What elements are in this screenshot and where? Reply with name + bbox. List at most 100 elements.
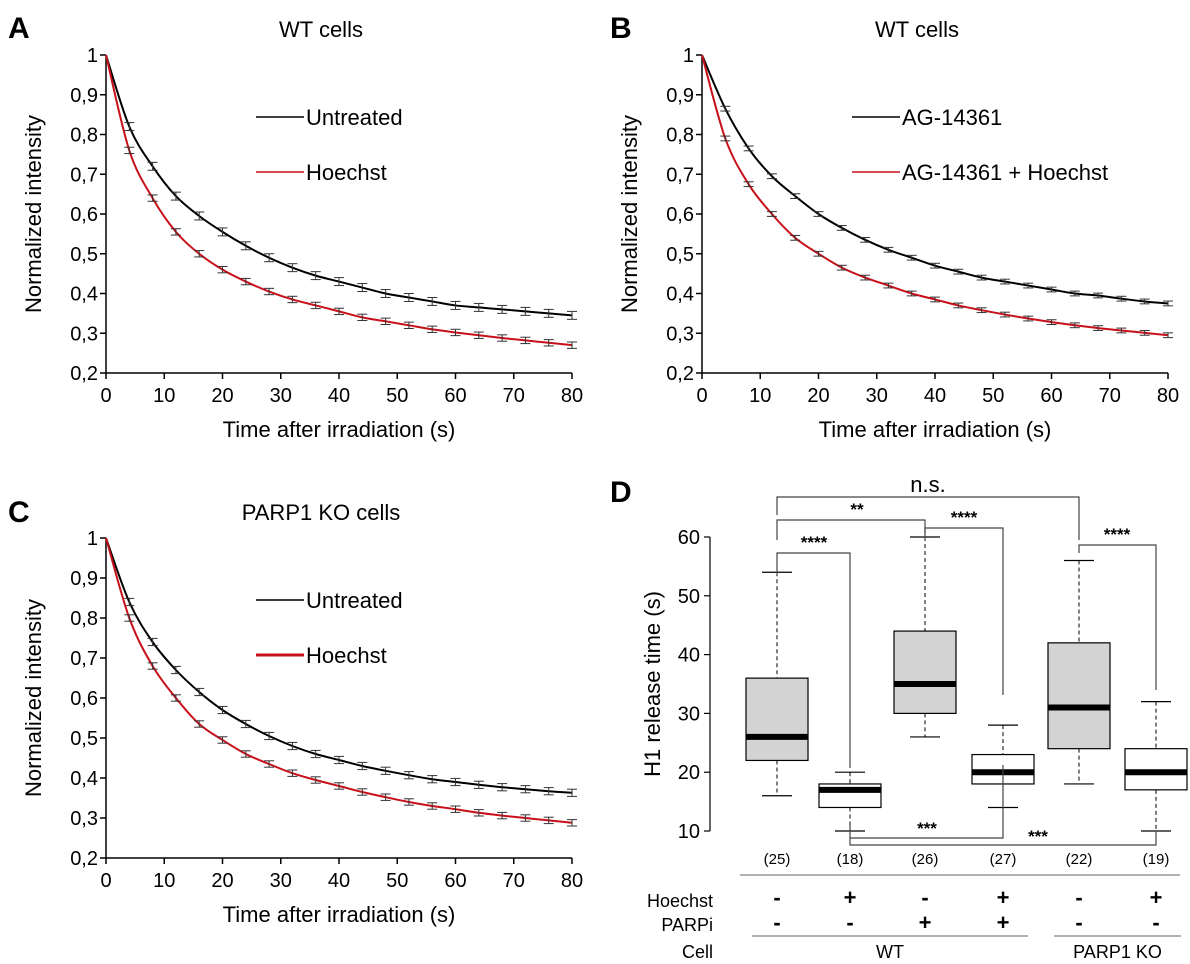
panel-c-series-0-errorbar: [520, 785, 531, 794]
panel-d-box-5-hoechst-mark: -: [1075, 885, 1082, 910]
panel-b-series-0-errorbar: [883, 246, 894, 253]
panel-a-series-1-errorbar: [124, 146, 135, 155]
panel-a-y-tick-label: 0,3: [70, 323, 98, 345]
panel-d-sig-6-label: ***: [917, 819, 937, 838]
panel-a-x-tick-label: 70: [503, 385, 525, 407]
panel-a-series-1-errorbar: [497, 334, 508, 342]
panel-c-series-1-errorbar: [147, 662, 158, 670]
panel-c-series-0-errorbar: [380, 766, 391, 775]
panel-a-series-0-errorbar: [287, 263, 298, 273]
panel-b-series-1-errorbar: [813, 250, 824, 257]
panel-c-x-tick-label: 0: [100, 870, 111, 892]
panel-a-series-1-errorbar: [450, 328, 461, 337]
panel-a-series-1-errorbar: [240, 277, 251, 286]
panel-d-sig-1-bracket: [776, 496, 1080, 540]
panel-b-series-1-errorbar: [743, 181, 754, 188]
panel-a-series-0-errorbar: [567, 310, 577, 320]
panel-b-y-tick-label: 0,2: [666, 363, 694, 385]
panel-a-x-tick-label: 0: [100, 385, 111, 407]
panel-a-series-0-errorbar: [380, 289, 391, 298]
panel-b-series-1-errorbar: [976, 307, 987, 314]
panel-b-y-tick-label: 0,8: [666, 125, 694, 147]
panel-a-series-0-errorbar: [124, 122, 135, 132]
panel-c-series-0-errorbar: [567, 788, 577, 797]
panel-c-series-1-errorbar: [520, 814, 531, 822]
panel-a-x-tick-label: 30: [270, 385, 292, 407]
panel-b-series-1-errorbar: [836, 264, 847, 271]
panel-b-x-tick-label: 40: [924, 385, 946, 407]
panel-b-series-1-errorbar: [1163, 332, 1173, 339]
panel-c-x-tick-label: 10: [153, 870, 175, 892]
panel-d-box-1-hoechst-mark: -: [773, 885, 780, 910]
panel-b-y-tick-label: 0,9: [666, 85, 694, 107]
panel-c-series-0-errorbar: [357, 761, 368, 771]
panel-d-sig-4-bracket: [924, 527, 1004, 695]
panel-c-x-label: Time after irradiation (s): [223, 902, 456, 927]
panel-a-series-0-errorbar: [497, 304, 508, 314]
panel-d-box-2-hoechst-mark: +: [844, 885, 857, 910]
panel-b-series-1-legend-label: AG-14361 + Hoechst: [902, 160, 1108, 185]
panel-d-sig-6-bracket: [849, 765, 1004, 839]
panel-c-series-0-errorbar: [473, 780, 484, 789]
panel-d-row-label-hoechst: Hoechst: [647, 891, 713, 911]
panel-c-series-1-errorbar: [124, 614, 135, 622]
panel-d-box-4-n-label: (27): [990, 851, 1017, 868]
panel-c-chart: PARP1 KO cells 1 0,9 0,8 0,7 0,6 0,5 0,4 0,3 0,20…: [21, 500, 583, 927]
panel-c-x-tick-label: 40: [328, 870, 350, 892]
panel-b-series-1-errorbar: [1093, 325, 1104, 331]
panel-c-x-tick-label: 60: [444, 870, 466, 892]
panel-a-series-1-errorbar: [217, 265, 228, 274]
panel-b-series-0-errorbar: [999, 278, 1010, 285]
panel-d-box-5-parpi-mark: -: [1075, 910, 1082, 935]
panel-d-box-5-iqr-rect: [1047, 642, 1111, 750]
panel-c-x-tick-label: 20: [211, 870, 233, 892]
panel-b-series-0-errorbar: [953, 268, 964, 275]
panel-c-series-1-errorbar: [427, 802, 438, 810]
panel-c-y-tick-label: 0,7: [70, 648, 98, 670]
panel-d-y-tick-label: 40: [678, 645, 700, 667]
panel-c-series-0-errorbar: [310, 749, 321, 759]
panel-c-y-tick-label: 0,2: [70, 848, 98, 870]
panel-c-series-1-errorbar: [287, 769, 298, 777]
panel-a-series-0-errorbar: [334, 277, 344, 287]
panel-b-series-0-errorbar: [1046, 286, 1057, 293]
panel-letter-c: C: [8, 496, 30, 529]
panel-d-group-label-2: PARP1 KO: [1073, 942, 1162, 962]
panel-a-series-0-errorbar: [310, 271, 321, 281]
panel-a-series-1-errorbar: [520, 336, 531, 345]
panel-a-series-0-errorbar: [450, 300, 461, 310]
panel-b-x-tick-label: 60: [1040, 385, 1062, 407]
panel-letter-d: D: [610, 476, 632, 509]
panel-d-box-5-n-label: (22): [1066, 851, 1093, 868]
panel-b-series-0-legend-label: AG-14361: [902, 105, 1002, 130]
panel-c-series-0-errorbar: [450, 777, 461, 787]
panel-b-series-0-errorbar: [1069, 290, 1080, 297]
panel-d-y-tick-label: 60: [678, 527, 700, 549]
panel-d-box-5: [1047, 559, 1111, 785]
panel-d-box-6-parpi-mark: -: [1152, 910, 1159, 935]
panel-b-y-label: Normalized intensity: [617, 115, 642, 313]
panel-a-x-label: Time after irradiation (s): [223, 417, 456, 442]
panel-a-series-0-errorbar: [170, 191, 181, 201]
panel-b-series-0-errorbar: [1139, 298, 1150, 305]
panel-d-sig-2-label: **: [850, 500, 864, 519]
panel-c-series-0-errorbar: [287, 741, 298, 751]
panel-b-series-1-errorbar: [953, 302, 964, 309]
panel-b-x-label: Time after irradiation (s): [819, 417, 1052, 442]
panel-a-series-1-errorbar: [170, 228, 181, 236]
panel-c-series-1-errorbar: [497, 811, 508, 820]
panel-a-series-1-errorbar: [194, 250, 205, 258]
panel-b-x-tick-label: 50: [982, 385, 1004, 407]
panel-c-series-0-errorbar: [403, 771, 414, 780]
panel-d-box-1-parpi-mark: -: [773, 910, 780, 935]
panel-d-sig-7-label: ***: [1028, 827, 1048, 846]
panel-b-series-0-errorbar: [1023, 282, 1034, 289]
panel-a-series-0-errorbar: [520, 306, 531, 316]
panel-c-series-1-errorbar: [380, 793, 391, 801]
panel-a-y-tick-label: 0,6: [70, 204, 98, 226]
panel-b-series-0-errorbar: [790, 193, 801, 199]
panel-b-series-0-errorbar: [860, 236, 871, 243]
panel-d-y-tick-label: 50: [678, 586, 700, 608]
panel-b-x-tick-label: 20: [807, 385, 829, 407]
